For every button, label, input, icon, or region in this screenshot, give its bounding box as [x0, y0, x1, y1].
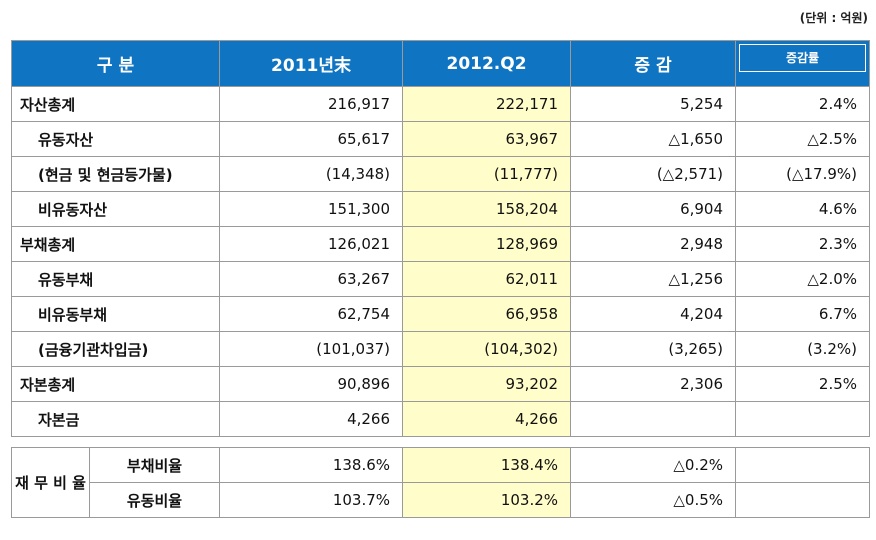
value-2011: 151,300	[219, 191, 404, 227]
value-change	[570, 401, 737, 437]
ratio-change: △0.5%	[570, 482, 737, 518]
value-2012: 4,266	[402, 401, 572, 437]
value-rate: 2.3%	[735, 226, 871, 262]
value-change: △1,650	[570, 121, 737, 157]
header-2012: 2012.Q2	[402, 40, 572, 87]
value-change: 2,948	[570, 226, 737, 262]
value-2012: 66,958	[402, 296, 572, 332]
table-row: (금융기관차입금) (101,037) (104,302) (3,265) (3…	[10, 331, 871, 367]
ratio-group-label: 재 무 비 율	[11, 447, 90, 518]
value-2012: (104,302)	[402, 331, 572, 367]
value-change: 2,306	[570, 366, 737, 402]
table-row: 부채총계 126,021 128,969 2,948 2.3%	[10, 226, 871, 262]
value-2012: (11,777)	[402, 156, 572, 192]
row-label: 자본금	[10, 401, 221, 437]
value-2012: 93,202	[402, 366, 572, 402]
row-label: 유동부채	[10, 261, 221, 297]
value-rate: △2.0%	[735, 261, 871, 297]
value-rate: △2.5%	[735, 121, 871, 157]
ratio-change: △0.2%	[570, 447, 737, 483]
header-change: 증 감	[570, 40, 737, 87]
value-2011: 62,754	[219, 296, 404, 332]
row-label: 비유동자산	[10, 191, 221, 227]
ratio-row: 유동비율 103.7% 103.2% △0.5%	[12, 482, 871, 518]
value-2011: 90,896	[219, 366, 404, 402]
value-2012: 128,969	[402, 226, 572, 262]
ratio-rate	[735, 447, 871, 483]
value-rate: (3.2%)	[735, 331, 871, 367]
table-row: 유동부채 63,267 62,011 △1,256 △2.0%	[10, 261, 871, 297]
financial-summary-table: 구 분 2011년末 2012.Q2 증 감 증감률 자산총계 216,917 …	[10, 40, 871, 518]
value-2012: 222,171	[402, 86, 572, 122]
spacer-row	[11, 436, 870, 448]
table-row: 자산총계 216,917 222,171 5,254 2.4%	[10, 86, 871, 122]
unit-note: (단위 : 억원)	[799, 11, 868, 25]
value-change: 5,254	[570, 86, 737, 122]
row-label: 비유동부채	[10, 296, 221, 332]
ratio-row: 재 무 비 율 부채비율 138.6% 138.4% △0.2%	[11, 447, 871, 518]
ratio-label: 부채비율	[88, 447, 221, 483]
table-row: 자본총계 90,896 93,202 2,306 2.5%	[10, 366, 871, 402]
header-category: 구 분	[10, 40, 221, 87]
ratio-label: 유동비율	[88, 482, 221, 518]
header-2011: 2011년末	[219, 40, 404, 87]
value-rate: 4.6%	[735, 191, 871, 227]
ratio-2011: 138.6%	[219, 447, 404, 483]
value-2011: (101,037)	[219, 331, 404, 367]
value-change: 4,204	[570, 296, 737, 332]
table-row: 비유동부채 62,754 66,958 4,204 6.7%	[10, 296, 871, 332]
table-row: (현금 및 현금등가물) (14,348) (11,777) (△2,571) …	[10, 156, 871, 192]
table-row: 비유동자산 151,300 158,204 6,904 4.6%	[10, 191, 871, 227]
table-header-row: 구 분 2011년末 2012.Q2 증 감 증감률	[10, 40, 871, 87]
value-2012: 63,967	[402, 121, 572, 157]
value-2012: 158,204	[402, 191, 572, 227]
row-label: 부채총계	[10, 226, 221, 262]
value-change: (△2,571)	[570, 156, 737, 192]
value-rate: (△17.9%)	[735, 156, 871, 192]
value-change: 6,904	[570, 191, 737, 227]
value-2011: (14,348)	[219, 156, 404, 192]
value-change: (3,265)	[570, 331, 737, 367]
table-row: 유동자산 65,617 63,967 △1,650 △2.5%	[10, 121, 871, 157]
ratio-2012: 138.4%	[402, 447, 572, 483]
value-2012: 62,011	[402, 261, 572, 297]
row-label: 유동자산	[10, 121, 221, 157]
row-label: 자본총계	[10, 366, 221, 402]
value-rate: 2.5%	[735, 366, 871, 402]
spacer-cell	[11, 436, 870, 448]
row-label: (현금 및 현금등가물)	[10, 156, 221, 192]
value-2011: 4,266	[219, 401, 404, 437]
row-label: 자산총계	[10, 86, 221, 122]
table-row: 자본금 4,266 4,266	[10, 401, 871, 437]
value-2011: 63,267	[219, 261, 404, 297]
ratio-rate	[735, 482, 871, 518]
value-rate: 6.7%	[735, 296, 871, 332]
value-rate: 2.4%	[735, 86, 871, 122]
ratio-2012: 103.2%	[402, 482, 572, 518]
value-change: △1,256	[570, 261, 737, 297]
value-2011: 216,917	[219, 86, 404, 122]
header-rate-cell: 증감률	[735, 40, 871, 87]
value-rate	[735, 401, 871, 437]
row-label: (금융기관차입금)	[10, 331, 221, 367]
value-2011: 126,021	[219, 226, 404, 262]
ratio-2011: 103.7%	[219, 482, 404, 518]
header-rate: 증감률	[739, 44, 867, 72]
value-2011: 65,617	[219, 121, 404, 157]
